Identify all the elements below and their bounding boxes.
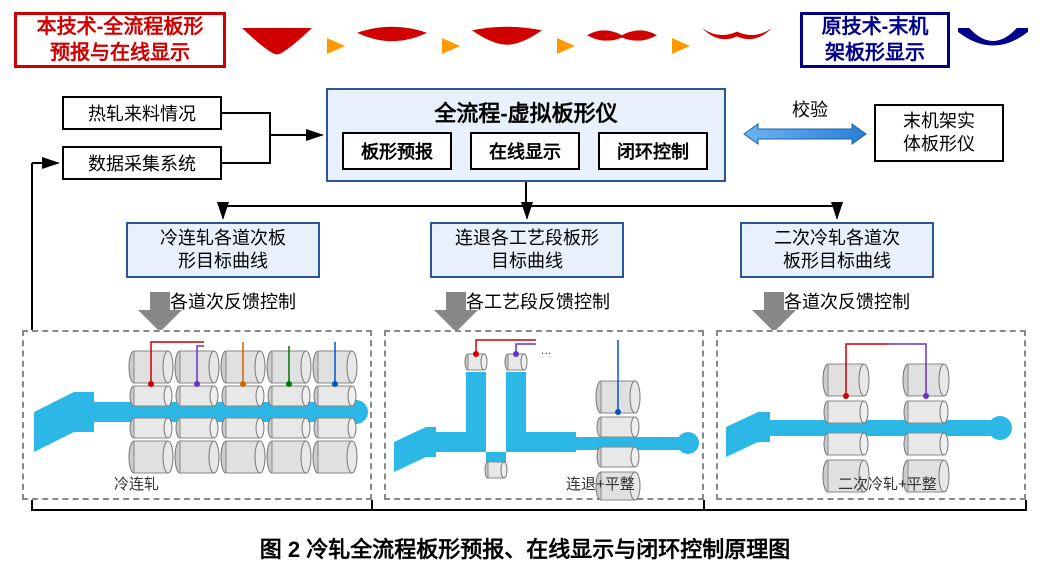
curve-box-3: 二次冷轧各道次板形目标曲线	[740, 222, 934, 278]
data-acq-box: 数据采集系统	[62, 146, 222, 180]
svg-text:...: ...	[541, 343, 551, 357]
annealing-svg: ...	[386, 332, 706, 502]
virtual-title: 全流程-虚拟板形仪	[434, 96, 617, 128]
data-acq-label: 数据采集系统	[88, 150, 196, 176]
old-tech-box: 原技术-末机架板形显示	[800, 12, 950, 68]
illus-2: ... 连退+平整	[384, 330, 704, 500]
virtual-sub2: 在线显示	[470, 132, 580, 170]
feedback-1: 各道次反馈控制	[170, 288, 296, 314]
illus-2-label: 连退+平整	[566, 473, 635, 494]
calibrate-label: 校验	[792, 96, 828, 122]
real-gauge-box: 末机架实体板形仪	[874, 104, 1004, 162]
illus-1: 冷连轧	[22, 330, 372, 500]
illus-3: 二次冷轧+平整	[716, 330, 1026, 500]
virtual-sub3: 闭环控制	[598, 132, 708, 170]
hot-roll-label: 热轧来料情况	[88, 100, 196, 126]
curve-box-2: 连退各工艺段板形目标曲线	[430, 222, 624, 278]
new-tech-label: 本技术-全流程板形预报与在线显示	[37, 14, 204, 66]
old-tech-label: 原技术-末机架板形显示	[822, 14, 929, 66]
figure-caption: 图 2 冷轧全流程板形预报、在线显示与闭环控制原理图	[10, 532, 1040, 564]
diagram-container: 本技术-全流程板形预报与在线显示 原技术-末机架板形显示 热轧来料情况 数据采集…	[10, 10, 1040, 572]
virtual-sub1: 板形预报	[342, 132, 452, 170]
illus-1-label: 冷连轧	[114, 473, 159, 494]
illus-3-label: 二次冷轧+平整	[838, 473, 937, 494]
feedback-3: 各道次反馈控制	[784, 288, 910, 314]
hot-roll-box: 热轧来料情况	[62, 96, 222, 130]
blue-profile	[950, 16, 1040, 76]
cold-rolling-svg	[24, 332, 374, 502]
real-gauge-label: 末机架实体板形仪	[903, 110, 975, 157]
new-tech-box: 本技术-全流程板形预报与在线显示	[14, 12, 226, 68]
feedback-2: 各工艺段反馈控制	[466, 288, 610, 314]
curve-box-1: 冷连轧各道次板形目标曲线	[126, 222, 320, 278]
